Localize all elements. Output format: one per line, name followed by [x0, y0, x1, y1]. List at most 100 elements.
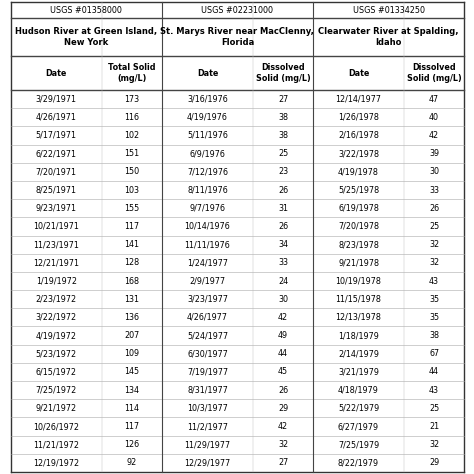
- Text: 5/23/1972: 5/23/1972: [36, 349, 77, 358]
- Text: 2/14/1979: 2/14/1979: [338, 349, 379, 358]
- Text: 2/16/1978: 2/16/1978: [338, 131, 379, 140]
- Text: 26: 26: [278, 185, 288, 194]
- Text: 47: 47: [429, 95, 439, 104]
- Text: 4/26/1971: 4/26/1971: [36, 113, 77, 122]
- Text: 12/13/1978: 12/13/1978: [336, 313, 382, 322]
- Text: 49: 49: [278, 331, 288, 340]
- Text: 109: 109: [124, 349, 139, 358]
- Text: 7/19/1977: 7/19/1977: [187, 367, 228, 376]
- Text: 30: 30: [429, 167, 439, 176]
- Text: 1/24/1977: 1/24/1977: [187, 258, 228, 267]
- Text: 7/20/1978: 7/20/1978: [338, 222, 379, 231]
- Text: 6/9/1976: 6/9/1976: [190, 149, 225, 158]
- Text: 2/9/1977: 2/9/1977: [190, 276, 226, 285]
- Text: 35: 35: [429, 295, 439, 304]
- Text: 5/22/1979: 5/22/1979: [338, 404, 379, 413]
- Text: 117: 117: [124, 222, 139, 231]
- Text: USGS #02231000: USGS #02231000: [201, 6, 273, 15]
- Text: 32: 32: [429, 440, 439, 449]
- Text: 3/22/1978: 3/22/1978: [338, 149, 379, 158]
- Text: 92: 92: [127, 458, 137, 467]
- Text: 10/14/1976: 10/14/1976: [184, 222, 230, 231]
- Text: 1/26/1978: 1/26/1978: [338, 113, 379, 122]
- Text: 27: 27: [278, 95, 288, 104]
- Text: 131: 131: [124, 295, 139, 304]
- Text: 32: 32: [429, 258, 439, 267]
- Text: 117: 117: [124, 422, 139, 431]
- Text: 134: 134: [124, 386, 139, 395]
- Text: 33: 33: [278, 258, 288, 267]
- Text: 32: 32: [278, 440, 288, 449]
- Text: 30: 30: [278, 295, 288, 304]
- Text: 10/19/1978: 10/19/1978: [336, 276, 382, 285]
- Text: 7/12/1976: 7/12/1976: [187, 167, 228, 176]
- Text: 31: 31: [278, 204, 288, 213]
- Text: 35: 35: [429, 313, 439, 322]
- Text: 207: 207: [124, 331, 139, 340]
- Text: 3/23/1977: 3/23/1977: [187, 295, 228, 304]
- Text: 33: 33: [429, 185, 439, 194]
- Text: 7/25/1979: 7/25/1979: [338, 440, 379, 449]
- Text: 12/21/1971: 12/21/1971: [33, 258, 79, 267]
- Text: 9/7/1976: 9/7/1976: [190, 204, 226, 213]
- Text: 38: 38: [278, 113, 288, 122]
- Text: USGS #01334250: USGS #01334250: [353, 6, 425, 15]
- Text: 44: 44: [429, 367, 439, 376]
- Text: 29: 29: [429, 458, 439, 467]
- Text: 6/15/1972: 6/15/1972: [36, 367, 77, 376]
- Text: 11/23/1971: 11/23/1971: [33, 240, 79, 249]
- Text: 1/19/1972: 1/19/1972: [36, 276, 77, 285]
- Text: 12/14/1977: 12/14/1977: [336, 95, 382, 104]
- Text: 151: 151: [124, 149, 139, 158]
- Text: 150: 150: [124, 167, 139, 176]
- Text: 6/27/1979: 6/27/1979: [338, 422, 379, 431]
- Text: 25: 25: [429, 222, 439, 231]
- Text: 8/22/1979: 8/22/1979: [338, 458, 379, 467]
- Text: 10/21/1971: 10/21/1971: [33, 222, 79, 231]
- Text: 3/21/1979: 3/21/1979: [338, 367, 379, 376]
- Text: 42: 42: [278, 313, 288, 322]
- Text: 8/25/1971: 8/25/1971: [36, 185, 77, 194]
- Text: 10/26/1972: 10/26/1972: [33, 422, 79, 431]
- Text: Clearwater River at Spalding,
Idaho: Clearwater River at Spalding, Idaho: [318, 27, 459, 47]
- Text: 11/21/1972: 11/21/1972: [33, 440, 79, 449]
- Text: Hudson River at Green Island,
New York: Hudson River at Green Island, New York: [15, 27, 157, 47]
- Text: 45: 45: [278, 367, 288, 376]
- Text: 43: 43: [429, 386, 439, 395]
- Text: Date: Date: [46, 69, 67, 78]
- Text: 145: 145: [124, 367, 139, 376]
- Text: 155: 155: [124, 204, 139, 213]
- Text: 3/16/1976: 3/16/1976: [187, 95, 228, 104]
- Text: 8/31/1977: 8/31/1977: [187, 386, 228, 395]
- Text: Date: Date: [348, 69, 369, 78]
- Text: 8/23/1978: 8/23/1978: [338, 240, 379, 249]
- Text: Total Solid
(mg/L): Total Solid (mg/L): [108, 64, 155, 82]
- Text: 103: 103: [124, 185, 139, 194]
- Text: 11/15/1978: 11/15/1978: [336, 295, 382, 304]
- Text: 7/20/1971: 7/20/1971: [36, 167, 77, 176]
- Text: 8/11/1976: 8/11/1976: [187, 185, 228, 194]
- Text: 12/29/1977: 12/29/1977: [184, 458, 230, 467]
- Text: 44: 44: [278, 349, 288, 358]
- Text: 114: 114: [124, 404, 139, 413]
- Text: 6/22/1971: 6/22/1971: [36, 149, 77, 158]
- Text: Dissolved
Solid (mg/L): Dissolved Solid (mg/L): [255, 64, 310, 82]
- Text: 9/21/1972: 9/21/1972: [36, 404, 77, 413]
- Text: 136: 136: [124, 313, 139, 322]
- Text: 5/17/1971: 5/17/1971: [36, 131, 77, 140]
- Text: 3/22/1972: 3/22/1972: [36, 313, 77, 322]
- Text: 25: 25: [278, 149, 288, 158]
- Text: 26: 26: [278, 386, 288, 395]
- Text: 173: 173: [124, 95, 139, 104]
- Text: 6/30/1977: 6/30/1977: [187, 349, 228, 358]
- Text: 39: 39: [429, 149, 439, 158]
- Text: 11/2/1977: 11/2/1977: [187, 422, 228, 431]
- Text: 10/3/1977: 10/3/1977: [187, 404, 228, 413]
- Text: 24: 24: [278, 276, 288, 285]
- Text: 42: 42: [429, 131, 439, 140]
- Text: 4/19/1972: 4/19/1972: [36, 331, 77, 340]
- Text: St. Marys River near MacClenny,
Florida: St. Marys River near MacClenny, Florida: [161, 27, 314, 47]
- Text: 11/11/1976: 11/11/1976: [184, 240, 230, 249]
- Text: 126: 126: [124, 440, 139, 449]
- Text: 43: 43: [429, 276, 439, 285]
